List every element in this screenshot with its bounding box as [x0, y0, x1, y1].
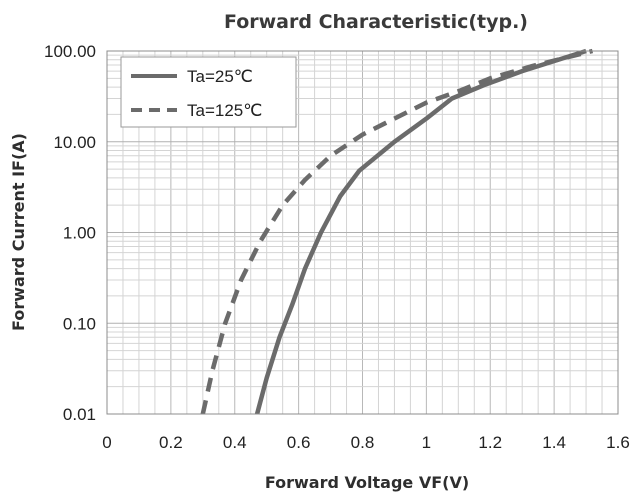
series-line-ta25 — [254, 48, 587, 415]
y-tick-label: 10.00 — [53, 133, 96, 152]
legend-box — [120, 56, 297, 128]
x-tick-label: 1 — [422, 433, 431, 452]
legend: Ta=25℃ Ta=125℃ — [120, 56, 297, 128]
y-tick-labels: 100.00 10.00 1.00 0.10 0.01 — [44, 42, 96, 424]
x-tick-label: 1.2 — [478, 433, 502, 452]
series-layer — [200, 48, 594, 415]
x-tick-label: 0.4 — [223, 433, 247, 452]
y-tick-label: 0.01 — [63, 405, 96, 424]
x-tick-label: 1.6 — [606, 433, 630, 452]
x-tick-label: 0.8 — [351, 433, 375, 452]
legend-label-ta25: Ta=25℃ — [187, 67, 253, 86]
x-tick-labels: 0 0.2 0.4 0.6 0.8 1 1.2 1.4 1.6 — [102, 433, 630, 452]
series-line-ta125 — [200, 48, 594, 415]
legend-label-ta125: Ta=125℃ — [187, 101, 262, 120]
y-axis-label: Forward Current IF(A) — [9, 133, 28, 331]
x-tick-label: 0 — [102, 433, 111, 452]
y-tick-label: 1.00 — [63, 224, 96, 243]
y-tick-label: 0.10 — [63, 314, 96, 333]
plot-frame — [106, 50, 619, 415]
chart-title: Forward Characteristic(typ.) — [224, 11, 528, 33]
x-tick-label: 1.4 — [542, 433, 566, 452]
x-tick-label: 0.6 — [287, 433, 311, 452]
y-tick-label: 100.00 — [44, 42, 96, 61]
x-tick-label: 0.2 — [159, 433, 183, 452]
x-axis-label: Forward Voltage VF(V) — [265, 473, 469, 492]
